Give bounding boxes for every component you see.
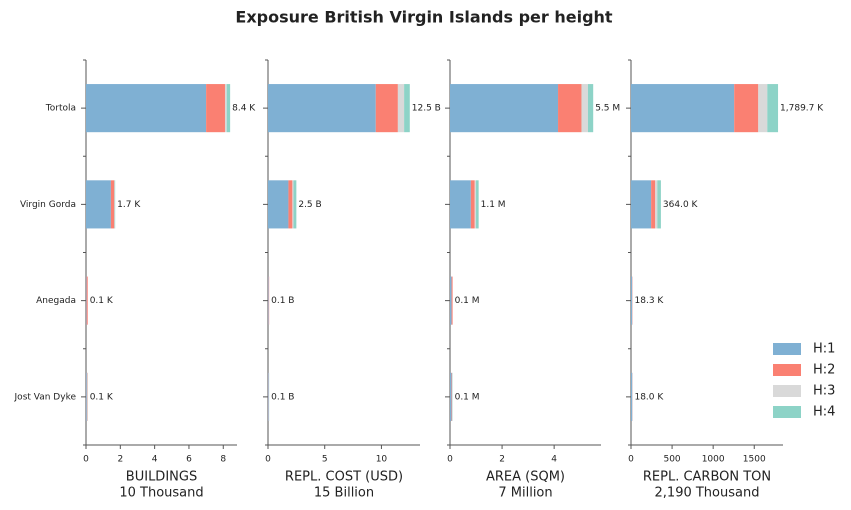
legend-swatch [773, 343, 801, 355]
total-label: 2.5 B [298, 200, 321, 210]
bar-segment [450, 276, 452, 325]
total-label: 0.1 K [90, 296, 114, 306]
bar-segment [375, 84, 398, 133]
bar-segment [450, 84, 559, 133]
bar-segment [114, 180, 116, 229]
x-tick-label: 2 [499, 455, 505, 465]
bar-segment [397, 84, 405, 133]
chart-title: Exposure British Virgin Islands per heig… [235, 8, 613, 27]
bar-segment [110, 180, 115, 229]
total-label: 1,789.7 K [780, 104, 824, 114]
bar-segment [268, 180, 289, 229]
x-tick-label: 1000 [702, 455, 725, 465]
legend-swatch [773, 364, 801, 376]
total-label: 12.5 B [412, 104, 441, 114]
x-axis-sublabel: 2,190 Thousand [655, 486, 760, 501]
bar-segment [86, 372, 88, 421]
bar-segment [734, 84, 759, 133]
bar-segment [206, 84, 225, 133]
x-tick-label: 0 [83, 455, 89, 465]
bar-segment [631, 84, 735, 133]
total-label: 0.1 M [455, 296, 480, 306]
bar-segment [558, 84, 582, 133]
legend-label: H:4 [813, 405, 835, 420]
bar-segment [86, 372, 87, 421]
total-label: 18.0 K [634, 392, 664, 402]
bar-segment [224, 84, 227, 133]
bar-segment [450, 180, 471, 229]
bar-segment [268, 372, 269, 421]
bar-segment [631, 372, 633, 421]
x-tick-label: 2 [117, 455, 123, 465]
bar-segment [631, 180, 652, 229]
bar-segment [404, 84, 410, 133]
bar-segment [226, 84, 231, 133]
total-label: 0.1 B [271, 296, 294, 306]
legend-label: H:1 [813, 342, 835, 357]
bar-segment [293, 180, 297, 229]
x-tick-label: 0 [628, 455, 634, 465]
legend-label: H:2 [813, 363, 835, 378]
bar-segment [268, 276, 269, 325]
bar-segment [655, 180, 658, 229]
y-tick-label: Tortola [45, 104, 76, 114]
bar-segment [292, 180, 294, 229]
bar-segment [581, 84, 588, 133]
bar-segment [288, 180, 293, 229]
bar-segment [86, 180, 111, 229]
x-axis-sublabel: 10 Thousand [119, 486, 203, 501]
x-tick-label: 0 [265, 455, 271, 465]
bar-segment [451, 372, 453, 421]
x-tick-label: 6 [186, 455, 192, 465]
bar-segment [657, 180, 661, 229]
legend-swatch [773, 406, 801, 418]
bar-segment [268, 84, 376, 133]
bar-segment [476, 180, 479, 229]
y-tick-label: Virgin Gorda [20, 200, 76, 210]
bar-segment [451, 276, 453, 325]
total-label: 364.0 K [663, 200, 699, 210]
x-tick-label: 1500 [743, 455, 766, 465]
x-tick-label: 8 [220, 455, 226, 465]
bar-segment [758, 84, 768, 133]
legend-label: H:3 [813, 384, 835, 399]
bar-segment [450, 372, 452, 421]
x-axis-label: AREA (SQM) [486, 470, 565, 485]
total-label: 5.5 M [595, 104, 620, 114]
bar-segment [474, 180, 477, 229]
bar-segment [651, 180, 656, 229]
total-label: 8.4 K [232, 104, 256, 114]
total-label: 18.3 K [635, 296, 665, 306]
bar-segment [86, 276, 87, 325]
y-tick-label: Anegada [36, 296, 76, 306]
x-axis-sublabel: 15 Billion [314, 486, 374, 501]
total-label: 0.1 M [455, 392, 480, 402]
bar-segment [767, 84, 779, 133]
x-tick-label: 0 [447, 455, 453, 465]
x-axis-sublabel: 7 Million [498, 486, 552, 501]
x-tick-label: 500 [663, 455, 680, 465]
x-axis-label: REPL. COST (USD) [285, 470, 403, 485]
x-axis-label: REPL. CARBON TON [643, 470, 771, 485]
bar-segment [86, 276, 88, 325]
bar-segment [631, 276, 633, 325]
x-axis-label: BUILDINGS [126, 470, 197, 485]
bar-segment [587, 84, 594, 133]
total-label: 1.1 M [481, 200, 506, 210]
y-tick-label: Jost Van Dyke [14, 392, 77, 402]
x-tick-label: 10 [376, 455, 388, 465]
x-tick-label: 4 [551, 455, 557, 465]
x-tick-label: 4 [152, 455, 158, 465]
total-label: 0.1 B [271, 392, 294, 402]
bar-segment [86, 84, 207, 133]
bar-segment [470, 180, 475, 229]
legend-swatch [773, 385, 801, 397]
total-label: 1.7 K [117, 200, 141, 210]
x-tick-label: 5 [322, 455, 328, 465]
total-label: 0.1 K [90, 392, 114, 402]
